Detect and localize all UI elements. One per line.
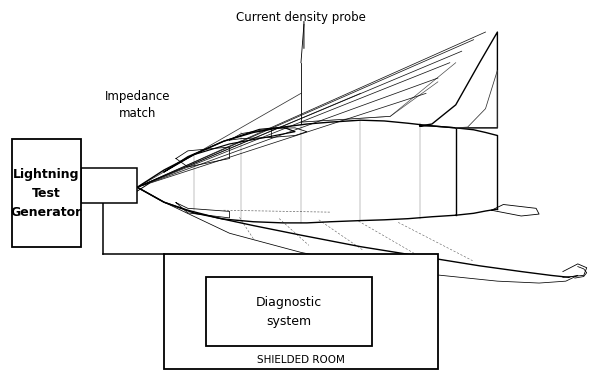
Text: Current density probe: Current density probe: [236, 11, 366, 24]
Bar: [164, 254, 438, 369]
Text: Impedance
match: Impedance match: [104, 90, 170, 120]
Text: Diagnostic
system: Diagnostic system: [256, 296, 322, 328]
Bar: [12, 139, 80, 247]
Bar: [206, 277, 373, 346]
Text: SHIELDED ROOM: SHIELDED ROOM: [257, 355, 345, 365]
Bar: [80, 168, 137, 203]
Text: Lightning
Test
Generator: Lightning Test Generator: [11, 168, 82, 218]
